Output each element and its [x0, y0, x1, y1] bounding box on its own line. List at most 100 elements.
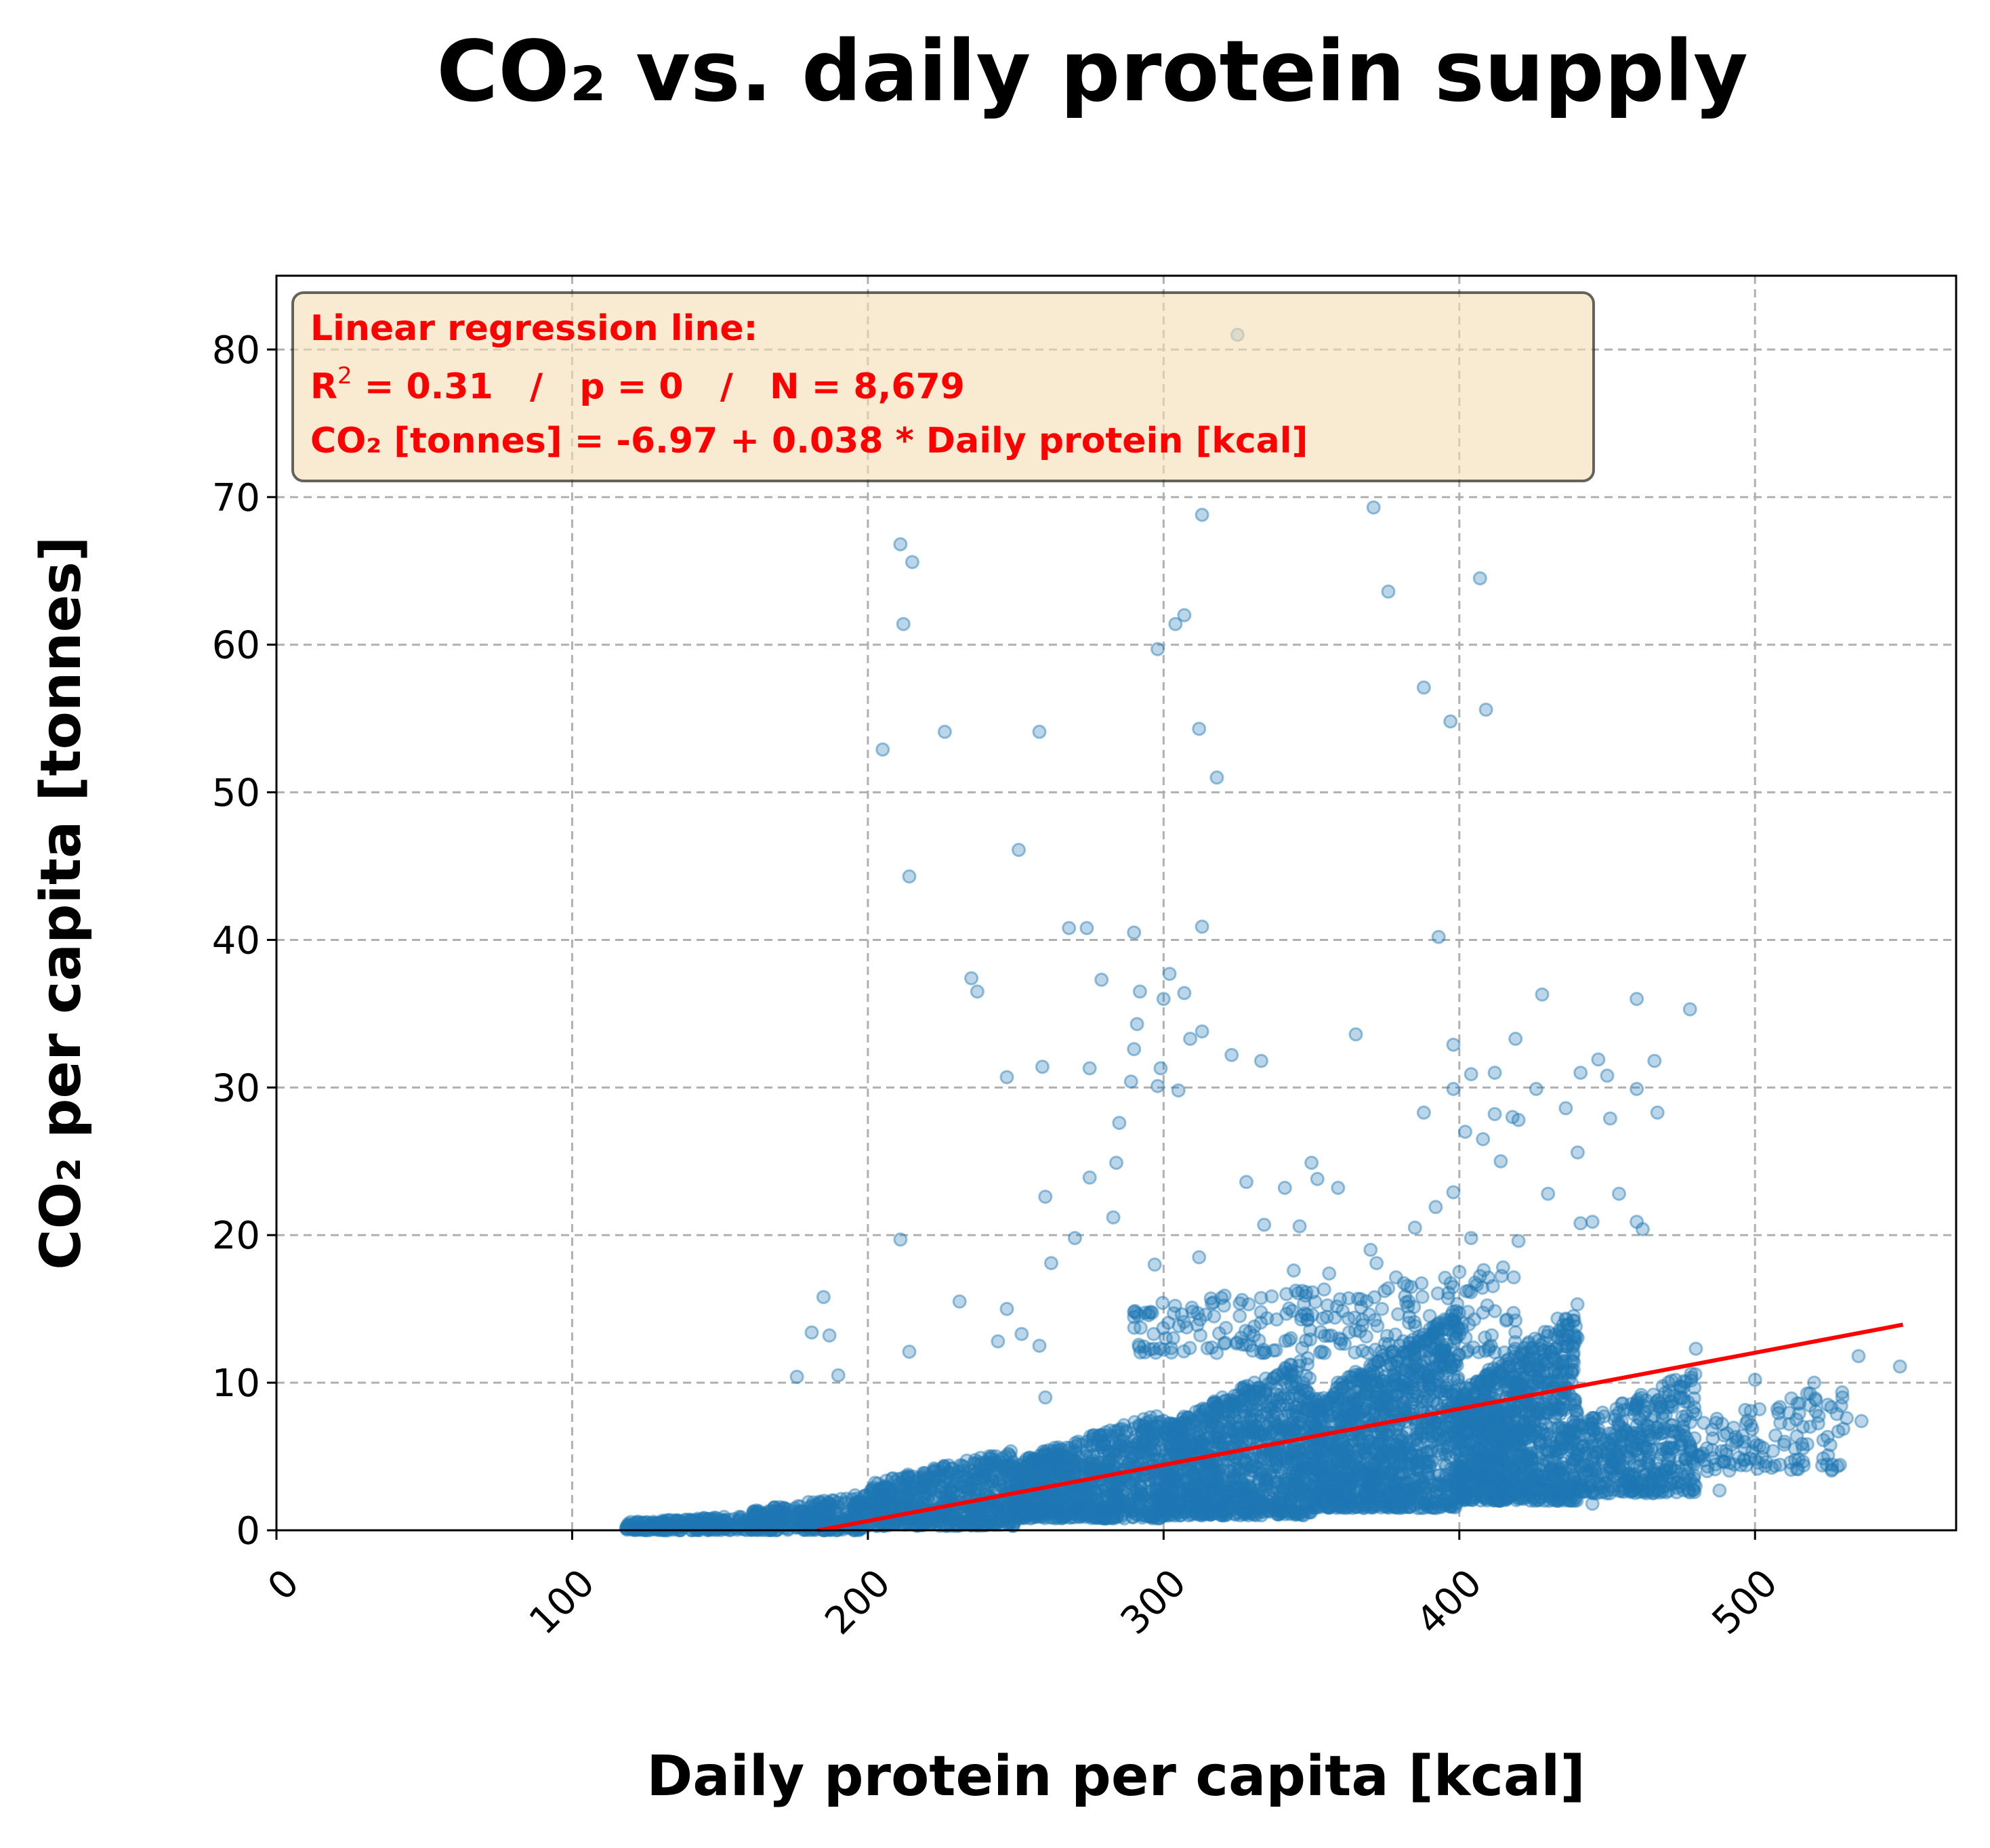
data-point [701, 1518, 716, 1533]
data-point [1342, 1448, 1356, 1463]
data-point [928, 1462, 942, 1477]
data-point [627, 1517, 642, 1532]
data-point [1192, 1477, 1207, 1492]
data-point [622, 1518, 637, 1533]
data-point [1343, 1491, 1358, 1506]
data-point [716, 1518, 730, 1533]
data-point [712, 1512, 727, 1527]
data-point [690, 1521, 705, 1536]
data-point [662, 1513, 677, 1528]
data-point [1319, 1441, 1333, 1456]
data-point [665, 1519, 680, 1534]
data-point [1049, 1494, 1064, 1509]
data-point [714, 1519, 729, 1534]
data-point [662, 1513, 677, 1528]
data-point [699, 1515, 713, 1530]
data-point [1233, 1508, 1247, 1523]
data-point [1270, 1476, 1285, 1491]
data-point [684, 1513, 699, 1528]
data-point [714, 1515, 729, 1530]
data-point [1244, 1494, 1259, 1509]
data-point [1415, 1484, 1430, 1498]
data-point [1226, 1425, 1241, 1440]
data-point [895, 1482, 910, 1497]
data-point [640, 1515, 655, 1530]
data-point [1327, 1387, 1342, 1402]
data-point [705, 1515, 720, 1530]
data-point [733, 1518, 747, 1533]
data-point [1098, 1458, 1113, 1473]
data-point [699, 1512, 714, 1526]
data-point [639, 1515, 654, 1530]
data-point [688, 1521, 703, 1536]
data-point [657, 1515, 671, 1530]
data-point [1367, 1456, 1381, 1471]
data-point [1015, 1458, 1030, 1472]
data-point [730, 1515, 745, 1530]
data-point [726, 1512, 741, 1526]
data-point [732, 1513, 747, 1528]
data-point [711, 1521, 726, 1536]
data-point [701, 1518, 716, 1533]
data-point [718, 1515, 732, 1530]
data-point [688, 1513, 703, 1528]
data-point [706, 1513, 721, 1528]
data-point [721, 1512, 736, 1527]
data-point [788, 1513, 803, 1528]
data-point [701, 1513, 716, 1528]
data-point [1304, 1393, 1319, 1408]
data-point [683, 1512, 698, 1527]
data-point [1096, 1492, 1111, 1507]
data-point [629, 1515, 644, 1530]
data-point [739, 1514, 753, 1529]
data-point [1357, 1388, 1372, 1403]
data-point [690, 1513, 705, 1528]
data-point [656, 1515, 671, 1530]
data-point [957, 1484, 971, 1498]
data-point [1431, 1425, 1446, 1440]
data-point [1434, 1479, 1449, 1494]
data-point [706, 1513, 721, 1528]
data-point [720, 1521, 734, 1536]
data-point [988, 1453, 1002, 1468]
data-point [1311, 1486, 1326, 1500]
data-point [1249, 1398, 1264, 1412]
data-point [1077, 1485, 1092, 1500]
chart-title: CO₂ vs. daily protein supply [436, 23, 1748, 121]
data-point [646, 1521, 661, 1536]
data-point [740, 1515, 755, 1530]
data-point [1417, 1496, 1432, 1511]
data-point [636, 1519, 650, 1534]
data-point [731, 1519, 746, 1534]
data-point [678, 1513, 693, 1528]
data-point [1264, 1375, 1279, 1390]
data-point [646, 1515, 661, 1529]
data-point [642, 1518, 657, 1533]
data-point [629, 1521, 644, 1536]
data-point [654, 1521, 669, 1536]
data-point [1036, 1455, 1051, 1470]
data-point [654, 1521, 668, 1536]
data-point [1278, 1360, 1293, 1375]
data-point [647, 1521, 662, 1536]
data-point [1261, 1499, 1276, 1514]
data-point [644, 1520, 659, 1535]
data-point [1136, 1440, 1151, 1454]
data-point [697, 1511, 711, 1526]
data-point [1358, 1474, 1373, 1489]
data-point [1031, 1469, 1045, 1484]
scatter-points [619, 327, 1907, 1538]
data-point [739, 1514, 753, 1528]
data-point [694, 1515, 709, 1530]
data-point [1211, 1428, 1225, 1443]
data-point [1397, 1483, 1412, 1498]
data-point [919, 1477, 934, 1492]
data-point [1058, 1508, 1073, 1522]
data-point [734, 1510, 749, 1525]
data-point [654, 1519, 669, 1534]
data-point [670, 1513, 685, 1528]
data-point [631, 1521, 646, 1536]
data-point [990, 1505, 1004, 1519]
data-point [1291, 1358, 1306, 1373]
